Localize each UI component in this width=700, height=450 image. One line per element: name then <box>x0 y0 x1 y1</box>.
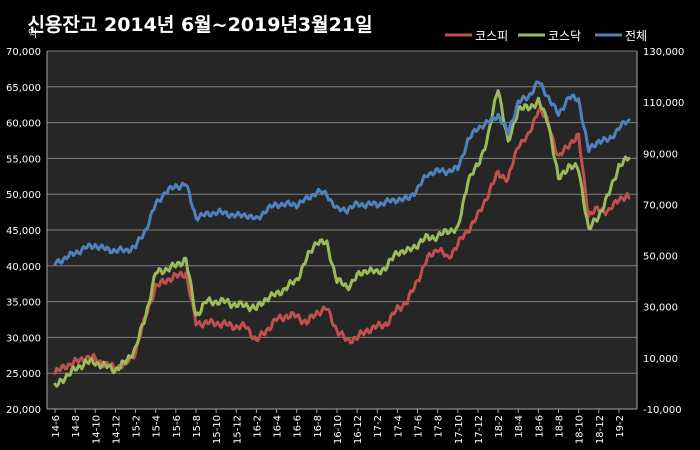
x-tick-label: 18-8 <box>555 415 566 438</box>
y-left-tick-label: 40,000 <box>6 262 41 273</box>
x-tick-label: 17-8 <box>434 415 445 438</box>
x-tick-label: 15-12 <box>232 415 243 444</box>
x-tick-label: 16-2 <box>252 415 263 438</box>
x-tick-label: 17-12 <box>474 415 485 444</box>
y-left-tick-label: 60,000 <box>6 119 41 130</box>
gridlines <box>47 50 637 410</box>
axes: 20,000 25,000 30,000 35,000 40,000 45,000 50,0… <box>6 47 684 444</box>
x-tick-label: 16-12 <box>353 415 364 444</box>
x-tick-label: 18-10 <box>575 415 586 444</box>
series-line-2 <box>53 89 631 388</box>
x-tick-label: 15-8 <box>192 415 203 438</box>
chart-title: 신용잔고 2014년 6월~2019년3월21일 <box>27 14 372 36</box>
series-line-3 <box>53 80 631 266</box>
x-tick-label: 16-8 <box>313 415 324 438</box>
y-left-tick-label: 65,000 <box>6 83 41 94</box>
y-left-tick-label: 20,000 <box>6 405 41 416</box>
y-left-tick-label: 25,000 <box>6 369 41 380</box>
legend: 코스피 코스닥 전체 <box>445 29 647 43</box>
series-lines <box>53 80 631 388</box>
y-right-tick-label: 70,000 <box>643 200 678 211</box>
y-left-tick-label: 35,000 <box>6 298 41 309</box>
legend-label: 코스피 <box>475 29 508 43</box>
x-tick-label: 18-2 <box>494 415 505 438</box>
x-tick-label: 17-6 <box>414 415 425 438</box>
x-tick-label: 19-2 <box>615 415 626 438</box>
x-tick-label: 14-8 <box>71 415 82 438</box>
y-right-tick-label: 110,000 <box>643 98 684 109</box>
x-tick-label: 17-4 <box>393 415 404 438</box>
x-tick-label: 15-6 <box>172 415 183 438</box>
x-tick-label: 14-12 <box>111 415 122 444</box>
x-tick-label: 18-12 <box>595 415 606 444</box>
y-left-tick-label: 55,000 <box>6 154 41 165</box>
y-left-tick-label: 70,000 <box>6 47 41 58</box>
y-right-tick-label: 10,000 <box>643 354 678 365</box>
x-tick-label: 16-10 <box>333 415 344 444</box>
x-tick-label: 14-6 <box>51 415 62 438</box>
x-tick-label: 17-10 <box>454 415 465 444</box>
legend-label: 전체 <box>625 29 647 43</box>
x-tick-label: 18-4 <box>514 415 525 438</box>
x-tick-label: 17-2 <box>373 415 384 438</box>
legend-label: 코스닥 <box>548 29 581 43</box>
x-tick-label: 15-10 <box>212 415 223 444</box>
x-tick-label: 15-4 <box>152 415 163 438</box>
y-right-tick-label: 90,000 <box>643 149 678 160</box>
y-right-tick-label: -10,000 <box>643 405 682 416</box>
x-tick-label: 16-6 <box>293 415 304 438</box>
x-tick-label: 15-2 <box>132 415 143 438</box>
x-tick-label: 16-4 <box>273 415 284 438</box>
y-left-unit-label: 억 <box>28 28 37 40</box>
y-right-tick-label: 30,000 <box>643 303 678 314</box>
y-right-tick-label: 130,000 <box>643 47 684 58</box>
y-left-tick-label: 45,000 <box>6 226 41 237</box>
x-tick-label: 18-6 <box>534 415 545 438</box>
y-left-tick-label: 50,000 <box>6 190 41 201</box>
x-tick-label: 14-10 <box>91 415 102 444</box>
y-left-tick-label: 30,000 <box>6 333 41 344</box>
y-right-tick-label: 50,000 <box>643 252 678 263</box>
